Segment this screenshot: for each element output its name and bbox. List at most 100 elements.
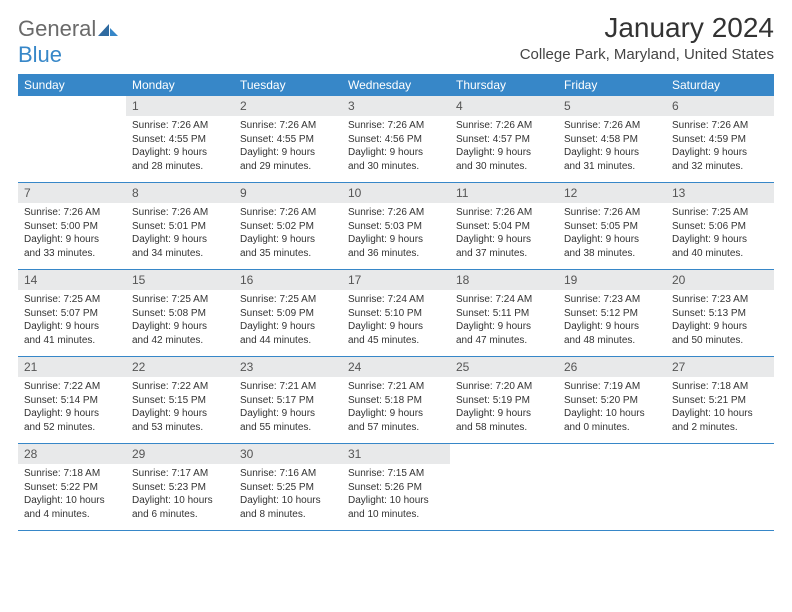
week-row: 1Sunrise: 7:26 AMSunset: 4:55 PMDaylight…: [18, 96, 774, 183]
day-number: 31: [342, 444, 450, 464]
detail-line: Sunset: 5:04 PM: [456, 220, 552, 234]
detail-line: and 55 minutes.: [240, 421, 336, 435]
detail-line: and 41 minutes.: [24, 334, 120, 348]
detail-line: Sunset: 5:20 PM: [564, 394, 660, 408]
detail-line: Sunset: 5:26 PM: [348, 481, 444, 495]
detail-line: Sunset: 5:25 PM: [240, 481, 336, 495]
detail-line: Sunrise: 7:26 AM: [564, 206, 660, 220]
detail-line: and 29 minutes.: [240, 160, 336, 174]
detail-line: and 6 minutes.: [132, 508, 228, 522]
week-row: 14Sunrise: 7:25 AMSunset: 5:07 PMDayligh…: [18, 270, 774, 357]
detail-line: and 33 minutes.: [24, 247, 120, 261]
day-number: 24: [342, 357, 450, 377]
calendar-cell: 9Sunrise: 7:26 AMSunset: 5:02 PMDaylight…: [234, 183, 342, 269]
day-number: [558, 444, 666, 464]
detail-line: and 45 minutes.: [348, 334, 444, 348]
detail-line: Daylight: 9 hours: [240, 146, 336, 160]
detail-line: Daylight: 9 hours: [348, 320, 444, 334]
detail-line: Daylight: 9 hours: [24, 320, 120, 334]
detail-line: Daylight: 10 hours: [132, 494, 228, 508]
calendar-cell: 10Sunrise: 7:26 AMSunset: 5:03 PMDayligh…: [342, 183, 450, 269]
calendar-cell: 28Sunrise: 7:18 AMSunset: 5:22 PMDayligh…: [18, 444, 126, 530]
detail-line: Sunrise: 7:26 AM: [456, 119, 552, 133]
detail-line: Sunset: 5:02 PM: [240, 220, 336, 234]
detail-line: Sunset: 5:21 PM: [672, 394, 768, 408]
day-number: 20: [666, 270, 774, 290]
day-number: 13: [666, 183, 774, 203]
detail-line: Sunrise: 7:21 AM: [348, 380, 444, 394]
day-number: 1: [126, 96, 234, 116]
day-details: Sunrise: 7:25 AMSunset: 5:08 PMDaylight:…: [126, 290, 234, 353]
detail-line: Sunrise: 7:24 AM: [456, 293, 552, 307]
detail-line: Sunrise: 7:26 AM: [564, 119, 660, 133]
calendar-cell: 26Sunrise: 7:19 AMSunset: 5:20 PMDayligh…: [558, 357, 666, 443]
detail-line: Sunrise: 7:20 AM: [456, 380, 552, 394]
title-block: January 2024 College Park, Maryland, Uni…: [520, 12, 774, 63]
day-number: 5: [558, 96, 666, 116]
day-details: Sunrise: 7:26 AMSunset: 4:55 PMDaylight:…: [126, 116, 234, 179]
detail-line: Sunrise: 7:23 AM: [564, 293, 660, 307]
day-number: 4: [450, 96, 558, 116]
calendar-cell: 5Sunrise: 7:26 AMSunset: 4:58 PMDaylight…: [558, 96, 666, 182]
calendar-cell: 15Sunrise: 7:25 AMSunset: 5:08 PMDayligh…: [126, 270, 234, 356]
detail-line: Sunset: 5:12 PM: [564, 307, 660, 321]
detail-line: Sunrise: 7:26 AM: [672, 119, 768, 133]
day-details: Sunrise: 7:26 AMSunset: 4:57 PMDaylight:…: [450, 116, 558, 179]
detail-line: Sunset: 5:00 PM: [24, 220, 120, 234]
detail-line: Sunrise: 7:25 AM: [240, 293, 336, 307]
logo-sail-icon: [98, 16, 118, 42]
detail-line: Sunrise: 7:26 AM: [348, 119, 444, 133]
calendar-cell: 16Sunrise: 7:25 AMSunset: 5:09 PMDayligh…: [234, 270, 342, 356]
detail-line: Daylight: 9 hours: [672, 146, 768, 160]
detail-line: Sunrise: 7:24 AM: [348, 293, 444, 307]
day-details: Sunrise: 7:25 AMSunset: 5:09 PMDaylight:…: [234, 290, 342, 353]
day-details: Sunrise: 7:22 AMSunset: 5:15 PMDaylight:…: [126, 377, 234, 440]
day-number: 12: [558, 183, 666, 203]
detail-line: Sunrise: 7:17 AM: [132, 467, 228, 481]
day-details: Sunrise: 7:21 AMSunset: 5:18 PMDaylight:…: [342, 377, 450, 440]
day-details: Sunrise: 7:18 AMSunset: 5:22 PMDaylight:…: [18, 464, 126, 527]
calendar-cell: 23Sunrise: 7:21 AMSunset: 5:17 PMDayligh…: [234, 357, 342, 443]
dayname: Tuesday: [234, 74, 342, 96]
detail-line: Sunset: 4:55 PM: [240, 133, 336, 147]
day-details: Sunrise: 7:24 AMSunset: 5:11 PMDaylight:…: [450, 290, 558, 353]
day-number: 28: [18, 444, 126, 464]
dayname: Wednesday: [342, 74, 450, 96]
detail-line: Sunrise: 7:15 AM: [348, 467, 444, 481]
detail-line: and 58 minutes.: [456, 421, 552, 435]
detail-line: Daylight: 9 hours: [24, 407, 120, 421]
detail-line: Sunset: 5:19 PM: [456, 394, 552, 408]
detail-line: and 28 minutes.: [132, 160, 228, 174]
day-number: 19: [558, 270, 666, 290]
calendar-cell: 30Sunrise: 7:16 AMSunset: 5:25 PMDayligh…: [234, 444, 342, 530]
day-number: 11: [450, 183, 558, 203]
detail-line: and 52 minutes.: [24, 421, 120, 435]
detail-line: Daylight: 9 hours: [456, 233, 552, 247]
detail-line: and 2 minutes.: [672, 421, 768, 435]
detail-line: and 53 minutes.: [132, 421, 228, 435]
detail-line: Sunset: 5:22 PM: [24, 481, 120, 495]
calendar-cell: 21Sunrise: 7:22 AMSunset: 5:14 PMDayligh…: [18, 357, 126, 443]
day-details: Sunrise: 7:24 AMSunset: 5:10 PMDaylight:…: [342, 290, 450, 353]
day-details: Sunrise: 7:26 AMSunset: 5:03 PMDaylight:…: [342, 203, 450, 266]
detail-line: Daylight: 9 hours: [132, 146, 228, 160]
detail-line: and 38 minutes.: [564, 247, 660, 261]
day-number: 22: [126, 357, 234, 377]
month-title: January 2024: [520, 12, 774, 44]
detail-line: Daylight: 9 hours: [348, 146, 444, 160]
dayname: Monday: [126, 74, 234, 96]
detail-line: Daylight: 9 hours: [672, 233, 768, 247]
calendar-cell: 31Sunrise: 7:15 AMSunset: 5:26 PMDayligh…: [342, 444, 450, 530]
calendar: SundayMondayTuesdayWednesdayThursdayFrid…: [18, 74, 774, 531]
detail-line: and 4 minutes.: [24, 508, 120, 522]
calendar-cell: [666, 444, 774, 530]
detail-line: Daylight: 9 hours: [240, 407, 336, 421]
detail-line: Daylight: 9 hours: [132, 320, 228, 334]
detail-line: and 48 minutes.: [564, 334, 660, 348]
detail-line: Sunrise: 7:22 AM: [132, 380, 228, 394]
day-number: 15: [126, 270, 234, 290]
dayname: Friday: [558, 74, 666, 96]
logo-text-general: General: [18, 16, 96, 41]
day-number: 2: [234, 96, 342, 116]
detail-line: Daylight: 9 hours: [132, 233, 228, 247]
